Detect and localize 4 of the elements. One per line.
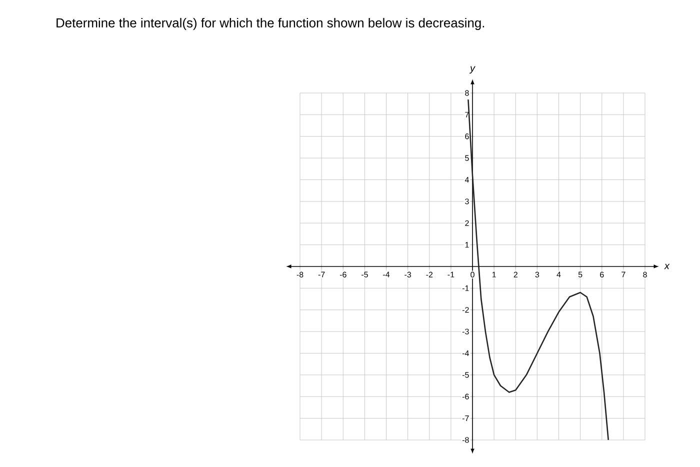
chart-title: Determine the interval(s) for which the function shown below is decreasing.: [56, 18, 484, 30]
y-axis-title: y: [469, 66, 476, 74]
x-axis-title: x: [664, 264, 670, 270]
line-series: [468, 98, 609, 441]
